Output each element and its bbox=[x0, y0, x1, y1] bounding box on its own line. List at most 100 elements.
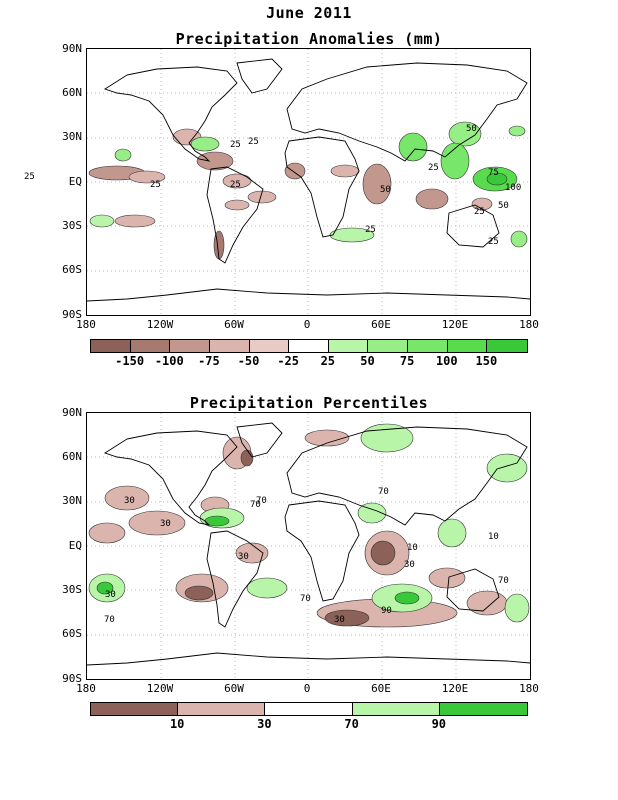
antarctica-coastline bbox=[87, 288, 530, 302]
dry-percentile-region bbox=[324, 609, 370, 627]
graticule bbox=[87, 413, 530, 679]
colorbar-swatch bbox=[170, 340, 210, 352]
negative-anomaly-region bbox=[362, 163, 392, 205]
contour-label: 25 bbox=[230, 180, 241, 190]
colorbar-swatch bbox=[408, 340, 448, 352]
dry-percentile-region bbox=[128, 510, 186, 536]
dry-percentile-region bbox=[304, 429, 350, 447]
negative-anomaly-region bbox=[128, 170, 166, 184]
negative-anomaly-region bbox=[471, 197, 493, 211]
main-title: June 2011 bbox=[266, 4, 352, 22]
positive-anomaly-region bbox=[508, 125, 526, 137]
colorbar-label: -50 bbox=[237, 354, 260, 368]
contour-label: 70 bbox=[256, 496, 267, 506]
x-tick-label: 180 bbox=[76, 682, 96, 695]
wet-percentile-region bbox=[504, 593, 530, 623]
colorbar-swatch bbox=[368, 340, 408, 352]
panel1-title: Precipitation Anomalies (mm) bbox=[175, 30, 443, 48]
south-america-coastline bbox=[206, 530, 264, 628]
y-tick-label: 30S bbox=[62, 583, 82, 596]
anomaly-shading bbox=[88, 121, 528, 260]
y-tick-label: 90S bbox=[62, 672, 82, 685]
colorbar-swatch bbox=[439, 703, 527, 715]
dry-percentile-region bbox=[184, 585, 214, 601]
contour-label: 100 bbox=[505, 183, 522, 193]
colorbar-swatch bbox=[447, 340, 488, 352]
antarctica-coastline bbox=[87, 652, 530, 666]
positive-anomaly-region bbox=[89, 214, 115, 228]
wet-percentile-region bbox=[486, 453, 528, 483]
wet-percentile-region bbox=[394, 591, 420, 605]
contour-label: 30 bbox=[404, 560, 415, 570]
colorbar-swatch bbox=[289, 340, 329, 352]
australia-coastline bbox=[446, 204, 500, 248]
eurasia-coastline bbox=[286, 62, 528, 162]
contour-label: 70 bbox=[250, 500, 261, 510]
contour-label: 30 bbox=[238, 552, 249, 562]
negative-anomaly-region bbox=[224, 199, 250, 211]
anomaly-colorbar bbox=[90, 339, 528, 353]
dry-percentile-region bbox=[240, 449, 254, 467]
y-tick-label: EQ bbox=[68, 175, 82, 188]
colorbar-label: 50 bbox=[360, 354, 375, 368]
x-tick-label: 0 bbox=[303, 318, 311, 331]
africa-coastline bbox=[284, 500, 360, 602]
colorbar-swatch bbox=[328, 340, 369, 352]
dry-percentile-region bbox=[104, 485, 150, 511]
colorbar-label: -150 bbox=[115, 354, 145, 368]
x-tick-label: 120E bbox=[441, 682, 469, 695]
x-tick-label: 60W bbox=[224, 682, 244, 695]
contour-label: 70 bbox=[300, 594, 311, 604]
colorbar-swatch bbox=[209, 340, 250, 352]
negative-anomaly-region bbox=[222, 173, 252, 189]
y-tick-label: EQ bbox=[68, 539, 82, 552]
colorbar-swatch bbox=[352, 703, 440, 715]
wet-percentile-region bbox=[357, 502, 387, 524]
contour-label: 25 bbox=[24, 172, 35, 182]
contour-label: 25 bbox=[488, 237, 499, 247]
positive-anomaly-region bbox=[398, 132, 428, 162]
colorbar-swatch bbox=[91, 703, 179, 715]
wet-percentile-region bbox=[246, 577, 288, 599]
percentile-shading bbox=[88, 423, 530, 628]
wet-percentile-region bbox=[437, 518, 467, 548]
positive-anomaly-region bbox=[329, 227, 375, 243]
colorbar-label: -75 bbox=[198, 354, 220, 368]
contour-label: 30 bbox=[124, 496, 135, 506]
colorbar-label: 70 bbox=[344, 717, 359, 731]
anomaly-map bbox=[86, 48, 531, 316]
north-america-coastline bbox=[103, 66, 238, 162]
contour-label: 25 bbox=[428, 163, 439, 173]
colorbar-label: 100 bbox=[435, 354, 458, 368]
contour-label: 50 bbox=[466, 124, 477, 134]
colorbar-label: -100 bbox=[154, 354, 184, 368]
contour-label: 25 bbox=[248, 137, 259, 147]
x-tick-label: 0 bbox=[303, 682, 311, 695]
greenland-coastline bbox=[236, 422, 283, 458]
y-tick-label: 60S bbox=[62, 263, 82, 276]
positive-anomaly-region bbox=[440, 142, 470, 180]
south-america-coastline bbox=[206, 166, 264, 264]
y-tick-label: 60N bbox=[62, 86, 82, 99]
coastlines bbox=[87, 422, 530, 666]
negative-anomaly-region bbox=[415, 188, 449, 210]
colorbar-label: 90 bbox=[431, 717, 447, 731]
contour-label: 50 bbox=[380, 185, 391, 195]
percentile-colorbar bbox=[90, 702, 528, 716]
colorbar-swatch bbox=[487, 340, 527, 352]
x-tick-label: 120E bbox=[441, 318, 469, 331]
x-tick-label: 120W bbox=[146, 318, 174, 331]
y-tick-label: 30S bbox=[62, 219, 82, 232]
negative-anomaly-region bbox=[330, 164, 360, 178]
australia-coastline bbox=[446, 568, 500, 612]
colorbar-swatch bbox=[178, 703, 266, 715]
y-tick-label: 90N bbox=[62, 42, 82, 55]
contour-label: 25 bbox=[474, 207, 485, 217]
dry-percentile-region bbox=[466, 590, 508, 616]
x-tick-label: 180 bbox=[519, 318, 539, 331]
positive-anomaly-region bbox=[448, 121, 482, 147]
y-tick-label: 30N bbox=[62, 494, 82, 507]
colorbar-swatch bbox=[249, 340, 290, 352]
x-tick-label: 120W bbox=[146, 682, 174, 695]
positive-anomaly-region bbox=[486, 172, 508, 186]
